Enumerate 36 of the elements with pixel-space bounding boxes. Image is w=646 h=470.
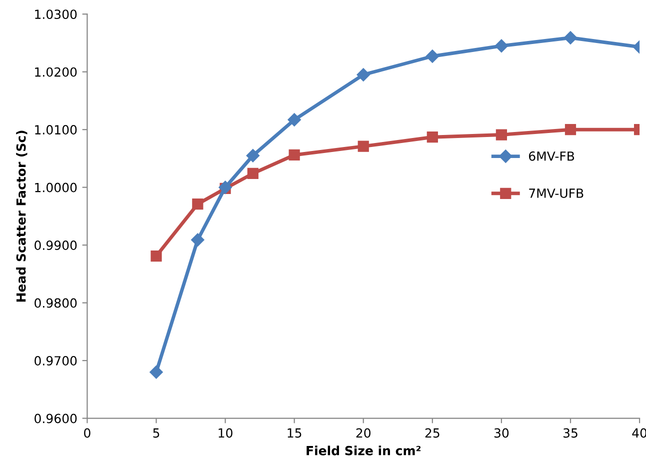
y-tick-label: 0.9700 [34,356,77,366]
x-tick-label: 30 [494,428,509,438]
x-tick-label: 25 [425,428,440,438]
y-tick-label: 1.0100 [35,125,77,135]
point [247,168,258,180]
x-tick-label: 0 [84,428,90,438]
legend-label: 6MV-FB [529,151,574,161]
y-tick-label: 1.0300 [35,10,77,20]
x-tick-label: 35 [564,428,578,438]
y-tick-label: 0.9800 [34,298,77,308]
y-tick-label: 1.0000 [35,182,77,192]
point [564,31,578,44]
x-tick-label: 5 [153,428,160,438]
x-tick-label: 10 [218,428,232,438]
point [426,132,438,143]
point [288,149,300,161]
y-tick-label: 0.9900 [34,240,77,250]
point [496,129,508,140]
x-tick-label: 15 [288,428,302,438]
x-tick-label: 20 [356,428,370,438]
point [192,198,204,210]
point [150,366,163,379]
point [564,124,576,136]
point [356,68,370,82]
point [191,233,204,246]
point [494,39,508,52]
y-axis-title: Head Scatter Factor (Sc) [16,130,28,302]
point [426,50,440,63]
point [150,250,162,262]
point [288,113,301,126]
y-tick-label: 1.0200 [35,67,77,77]
point [358,140,369,152]
y-tick-label: 0.9600 [34,414,77,424]
x-axis-title: Field Size in cm² [306,446,421,456]
point [246,148,260,162]
legend-label: 7MV-UFB [529,188,584,198]
